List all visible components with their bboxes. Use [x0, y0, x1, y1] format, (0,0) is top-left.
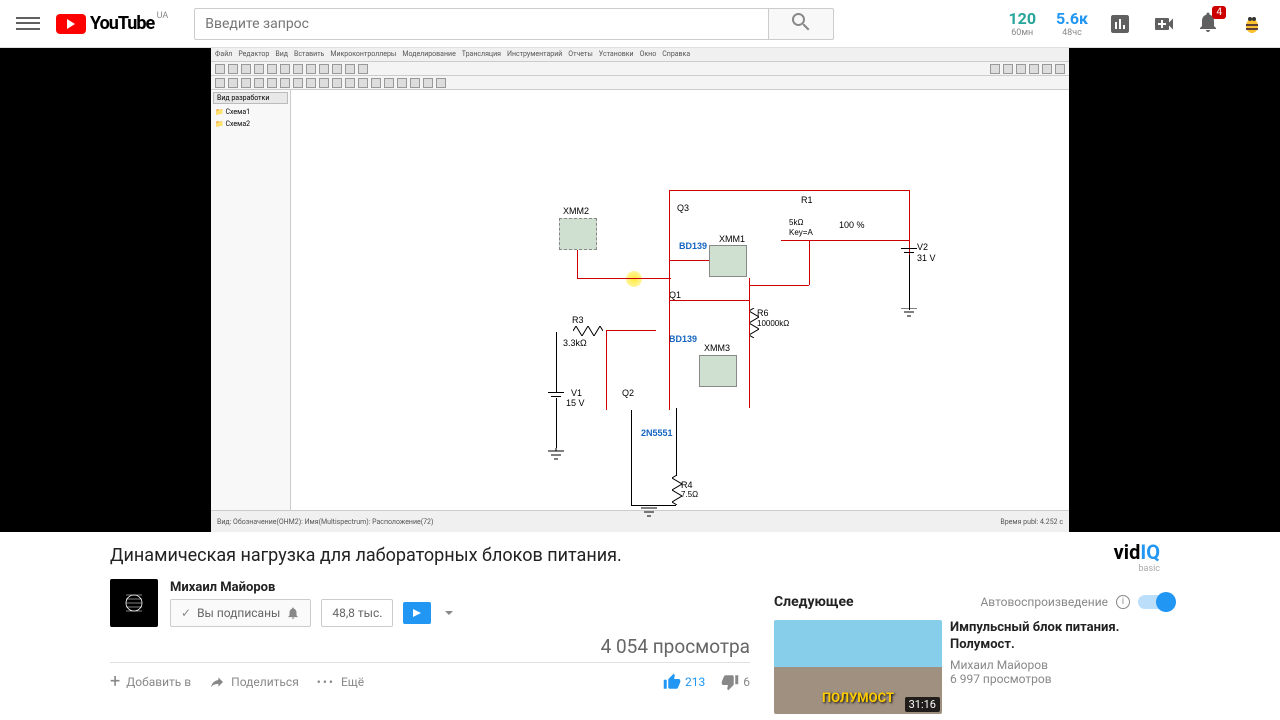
rec-thumbnail: ПОЛУМОСТ 31:16 — [774, 620, 942, 714]
rec-title: Импульсный блок питания. Полумост. — [950, 620, 1174, 654]
notif-badge: 4 — [1212, 6, 1226, 19]
search-icon — [789, 10, 813, 34]
hamburger-menu[interactable] — [16, 12, 40, 36]
video-player[interactable]: ФайлРедакторВидВставитьМикроконтроллерыМ… — [0, 48, 1280, 532]
autoplay-toggle[interactable] — [1138, 595, 1174, 609]
cursor-highlight — [626, 271, 642, 287]
search-button[interactable] — [769, 8, 834, 40]
component-xmm1 — [709, 245, 747, 277]
upnext-label: Следующее — [774, 594, 854, 610]
autoplay-control: Автовоспроизведение i — [980, 595, 1174, 609]
search-container — [194, 8, 834, 40]
video-content: ФайлРедакторВидВставитьМикроконтроллерыМ… — [211, 48, 1069, 532]
wire — [909, 190, 910, 255]
circuit-canvas: XMM2 Q3 R1 5kΩ Key=A 100 % BD139 — [291, 90, 1069, 510]
app-body: Вид разработки 📁 Схема1 📁 Схема2 XMM2 Q3… — [211, 90, 1069, 510]
view-count: 4 054 просмотра — [601, 635, 750, 658]
bee-icon[interactable] — [1240, 12, 1264, 36]
share-button[interactable]: Поделиться — [209, 674, 299, 690]
rec-channel: Михаил Майоров — [950, 658, 1174, 672]
dislike-button[interactable]: 6 — [721, 673, 750, 691]
app-toolbar-2 — [211, 76, 1069, 90]
app-sidebar: Вид разработки 📁 Схема1 📁 Схема2 — [211, 90, 291, 510]
component-xmm3 — [699, 355, 737, 387]
caret-down-icon[interactable] — [445, 611, 453, 615]
channel-avatar[interactable] — [110, 579, 158, 627]
channel-row: Михаил Майоров ✓ Вы подписаны 48,8 тыс. — [110, 579, 750, 627]
actions-row: + Добавить в Поделиться ••• Ещё 213 6 — [110, 663, 750, 700]
share-icon — [209, 674, 225, 690]
vidiq-badge[interactable]: vidIQ basic — [1114, 540, 1160, 574]
rec-views: 6 997 просмотров — [950, 672, 1174, 686]
logo-text: YouTube — [90, 13, 154, 34]
like-button[interactable]: 213 — [663, 673, 705, 691]
header-right: 120 60мн 5.6к 48чс 4 — [1008, 9, 1264, 38]
recommendation-item[interactable]: ПОЛУМОСТ 31:16 Импульсный блок питания. … — [774, 620, 1174, 714]
logo-region: UA — [157, 11, 169, 21]
video-info: Динамическая нагрузка для лабораторных б… — [0, 532, 1280, 714]
subscriber-count: 48,8 тыс. — [321, 599, 393, 627]
app-menubar: ФайлРедакторВидВставитьМикроконтроллерыМ… — [211, 48, 1069, 62]
notifications[interactable]: 4 — [1196, 10, 1220, 38]
app-statusbar: Вид: Обозначение(ОНМ2): Имя(Multispectru… — [211, 510, 1069, 532]
stat-subs[interactable]: 5.6к 48чс — [1056, 9, 1088, 38]
search-input[interactable] — [194, 8, 769, 40]
info-icon[interactable]: i — [1116, 595, 1130, 609]
channel-name[interactable]: Михаил Майоров — [170, 580, 750, 595]
bell-icon — [286, 606, 300, 620]
wire — [669, 190, 909, 191]
rec-duration: 31:16 — [905, 697, 940, 712]
add-to-button[interactable]: + Добавить в — [110, 671, 191, 692]
wire — [669, 190, 670, 260]
youtube-logo[interactable]: YouTube UA — [56, 13, 154, 34]
play-icon — [56, 14, 86, 34]
thumb-down-icon — [721, 673, 739, 691]
upload-icon[interactable] — [1152, 12, 1176, 36]
video-title: Динамическая нагрузка для лабораторных б… — [110, 544, 750, 567]
extension-icon[interactable] — [403, 602, 431, 624]
app-toolbar-1 — [211, 62, 1069, 76]
thumb-up-icon — [663, 673, 681, 691]
more-button[interactable]: ••• Ещё — [317, 675, 364, 689]
analytics-icon[interactable] — [1108, 12, 1132, 36]
subscribed-button[interactable]: ✓ Вы подписаны — [170, 599, 311, 627]
component-xmm2 — [559, 218, 597, 250]
youtube-header: YouTube UA 120 60мн 5.6к 48чс 4 — [0, 0, 1280, 48]
stat-views[interactable]: 120 60мн — [1008, 9, 1036, 38]
